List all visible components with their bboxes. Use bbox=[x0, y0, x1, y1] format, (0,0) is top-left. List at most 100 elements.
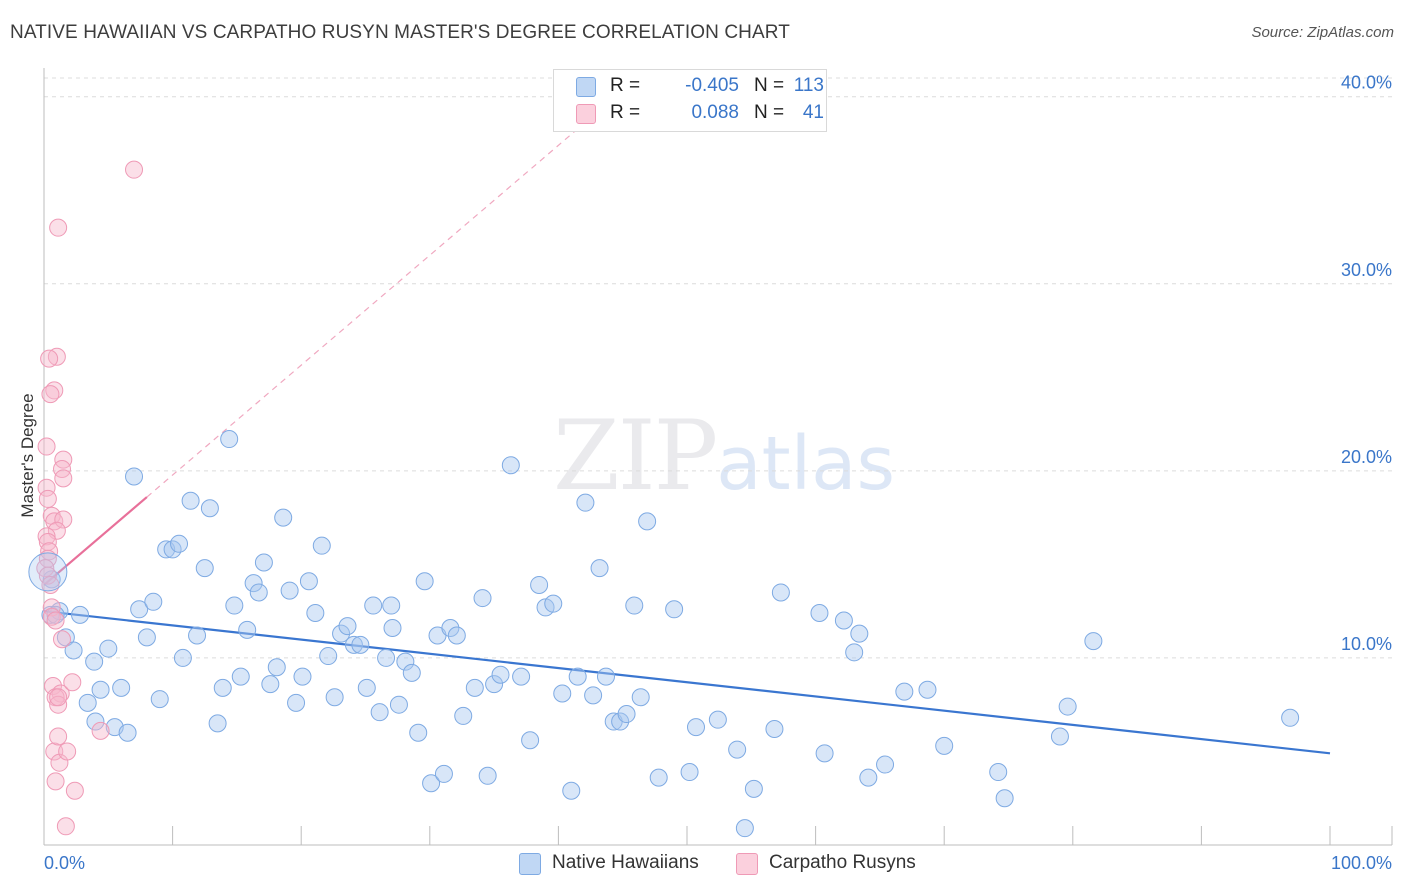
point-carpatho-rusyns bbox=[53, 459, 72, 478]
point-carpatho-rusyns bbox=[49, 218, 68, 237]
point-native-hawaiians bbox=[188, 626, 207, 645]
point-native-hawaiians bbox=[485, 675, 504, 694]
point-native-hawaiians bbox=[396, 652, 415, 671]
point-native-hawaiians bbox=[261, 675, 280, 694]
point-native-hawaiians bbox=[244, 574, 263, 593]
correlation-legend: R = -0.405 N = 113 R = 0.088 N = 41 bbox=[553, 69, 827, 132]
point-native-hawaiians bbox=[213, 678, 232, 697]
point-native-hawaiians bbox=[415, 572, 434, 591]
point-carpatho-rusyns bbox=[46, 611, 65, 630]
point-native-hawaiians bbox=[118, 723, 137, 742]
point-carpatho-rusyns bbox=[37, 437, 56, 456]
point-native-hawaiians bbox=[357, 678, 376, 697]
point-native-hawaiians bbox=[351, 635, 370, 654]
point-native-hawaiians bbox=[995, 789, 1014, 808]
point-native-hawaiians bbox=[850, 624, 869, 643]
trend-line-carpatho-rusyns bbox=[43, 496, 148, 586]
point-native-hawaiians bbox=[71, 605, 90, 624]
point-native-hawaiians bbox=[344, 635, 363, 654]
point-native-hawaiians bbox=[137, 628, 156, 647]
watermark-zip: ZIP bbox=[553, 400, 718, 512]
point-native-hawaiians bbox=[989, 763, 1008, 782]
point-native-hawaiians bbox=[144, 592, 163, 611]
point-native-hawaiians bbox=[638, 512, 657, 531]
point-native-hawaiians bbox=[364, 596, 383, 615]
point-native-hawaiians-large bbox=[28, 552, 68, 592]
watermark-atlas: atlas bbox=[716, 421, 896, 507]
bottom-legend-label: Carpatho Rusyns bbox=[769, 852, 916, 873]
point-native-hawaiians bbox=[680, 763, 699, 782]
point-native-hawaiians bbox=[708, 710, 727, 729]
point-native-hawaiians bbox=[771, 583, 790, 602]
point-native-hawaiians bbox=[584, 686, 603, 705]
point-carpatho-rusyns bbox=[63, 673, 82, 692]
legend-n-label: N = bbox=[754, 102, 785, 123]
point-native-hawaiians bbox=[422, 774, 441, 793]
point-carpatho-rusyns bbox=[53, 630, 72, 649]
point-native-hawaiians bbox=[225, 596, 244, 615]
point-native-hawaiians bbox=[465, 678, 484, 697]
point-native-hawaiians bbox=[220, 430, 239, 449]
point-native-hawaiians bbox=[208, 714, 227, 733]
point-carpatho-rusyns bbox=[54, 450, 73, 469]
point-native-hawaiians bbox=[544, 594, 563, 613]
point-native-hawaiians bbox=[918, 680, 937, 699]
point-native-hawaiians bbox=[64, 641, 83, 660]
point-carpatho-rusyns bbox=[65, 781, 84, 800]
bottom-legend-swatch-pink bbox=[736, 853, 758, 875]
point-native-hawaiians bbox=[491, 665, 510, 684]
point-native-hawaiians bbox=[441, 618, 460, 637]
trend-lines bbox=[43, 77, 1331, 755]
point-native-hawaiians bbox=[231, 667, 250, 686]
point-native-hawaiians bbox=[447, 626, 466, 645]
point-carpatho-rusyns bbox=[54, 510, 73, 529]
point-native-hawaiians bbox=[665, 600, 684, 619]
point-native-hawaiians bbox=[501, 456, 520, 475]
point-carpatho-rusyns bbox=[37, 527, 56, 546]
point-carpatho-rusyns bbox=[54, 469, 73, 488]
point-native-hawaiians bbox=[1281, 708, 1300, 727]
point-native-hawaiians bbox=[649, 768, 668, 787]
data-points bbox=[28, 160, 1300, 838]
point-native-hawaiians bbox=[280, 581, 299, 600]
point-carpatho-rusyns bbox=[40, 542, 59, 561]
point-native-hawaiians bbox=[287, 693, 306, 712]
point-native-hawaiians bbox=[173, 648, 192, 667]
point-native-hawaiians bbox=[617, 705, 636, 724]
point-native-hawaiians bbox=[473, 589, 492, 608]
axes bbox=[43, 68, 1393, 846]
point-native-hawaiians bbox=[319, 647, 338, 666]
point-native-hawaiians bbox=[1058, 697, 1077, 716]
point-native-hawaiians bbox=[530, 575, 549, 594]
point-carpatho-rusyns bbox=[56, 817, 75, 836]
point-native-hawaiians bbox=[744, 779, 763, 798]
point-carpatho-rusyns bbox=[45, 742, 64, 761]
axis-labels: 10.0% 20.0% 30.0% 40.0% 0.0% 100.0% Master's D… bbox=[18, 73, 1392, 873]
point-native-hawaiians bbox=[370, 703, 389, 722]
point-native-hawaiians bbox=[181, 491, 200, 510]
point-native-hawaiians bbox=[478, 766, 497, 785]
y-axis-label: Master's Degree bbox=[18, 393, 37, 517]
point-carpatho-rusyns bbox=[49, 695, 68, 714]
point-native-hawaiians bbox=[562, 781, 581, 800]
point-native-hawaiians bbox=[78, 693, 97, 712]
point-carpatho-rusyns bbox=[38, 489, 57, 508]
watermark: ZIPatlas bbox=[553, 400, 895, 512]
point-native-hawaiians bbox=[590, 559, 609, 578]
legend-r-label: R = bbox=[610, 102, 641, 123]
point-carpatho-rusyns bbox=[58, 742, 77, 761]
point-native-hawaiians bbox=[99, 639, 118, 658]
point-native-hawaiians bbox=[859, 768, 878, 787]
point-native-hawaiians bbox=[238, 620, 257, 639]
y-tick-label: 20.0% bbox=[1341, 447, 1392, 467]
x-tick-label: 100.0% bbox=[1331, 853, 1392, 873]
point-native-hawaiians bbox=[338, 617, 357, 636]
point-native-hawaiians bbox=[568, 667, 587, 686]
point-native-hawaiians bbox=[130, 600, 149, 619]
point-native-hawaiians bbox=[383, 618, 402, 637]
bottom-legend-label: Native Hawaiians bbox=[552, 852, 699, 873]
point-native-hawaiians bbox=[576, 493, 595, 512]
point-native-hawaiians bbox=[325, 688, 344, 707]
point-native-hawaiians bbox=[195, 559, 214, 578]
